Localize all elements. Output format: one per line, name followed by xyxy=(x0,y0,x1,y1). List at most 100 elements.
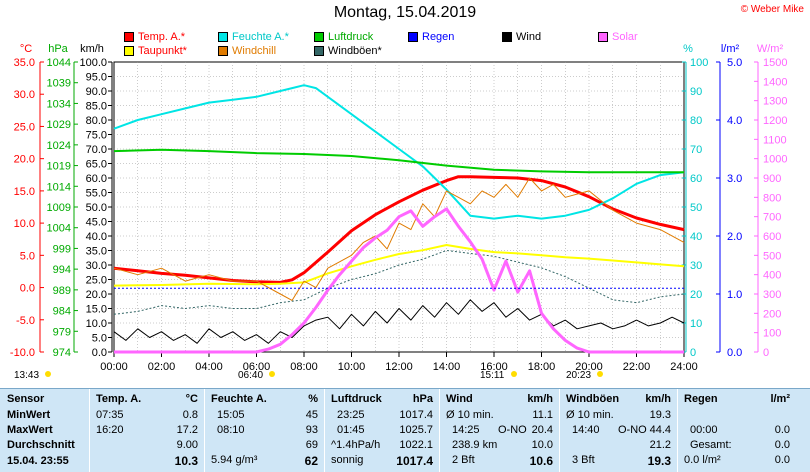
x-tick-label: 00:00 xyxy=(100,361,128,373)
y-tick-label: 0 xyxy=(763,347,769,359)
stats-header: Feuchte A. xyxy=(211,393,267,405)
stats-time: 00:00 xyxy=(690,424,718,436)
stats-pressure: Luftdruck hPa 23:25 1017.4 01:45 1025.7 ^1.… xyxy=(325,389,440,472)
y-tick-label: 984 xyxy=(53,306,71,318)
stats-value: 9.00 xyxy=(176,439,198,451)
legend-swatch xyxy=(124,32,134,42)
y-tick-label: 999 xyxy=(53,243,71,255)
y-tick-label: 15.0 xyxy=(86,304,107,316)
stats-beaufort: 3 Bft xyxy=(572,454,595,466)
stats-time: 16:20 xyxy=(96,424,124,436)
y-tick-label: 1500 xyxy=(763,57,787,69)
stats-row-label: MinWert xyxy=(7,409,51,421)
stats-unit: km/h xyxy=(527,393,553,405)
stats-sensor: Sensor MinWert MaxWert Durchschnitt 15.0… xyxy=(0,389,90,472)
x-tick-label: 14:00 xyxy=(433,361,461,373)
y-tick-label: 500 xyxy=(763,250,781,262)
y-tick-label: 5.0 xyxy=(92,333,107,345)
y-tick-label: 50 xyxy=(690,202,702,214)
legend-swatch xyxy=(124,46,134,56)
y-tick-label: 1004 xyxy=(47,223,71,235)
x-tick-label: 08:00 xyxy=(290,361,318,373)
y-tick-label: 15.0 xyxy=(14,186,35,198)
legend-swatch xyxy=(218,46,228,56)
series-solar xyxy=(114,207,684,354)
marker-time: 20:23 xyxy=(566,370,591,381)
y-tick-label: 200 xyxy=(763,308,781,320)
legend-label: Feuchte A.* xyxy=(232,31,289,43)
x-tick-label: 20:00 xyxy=(575,361,603,373)
stats-extra: 5.94 g/m³ xyxy=(211,454,258,466)
stats-value: 0.0 xyxy=(774,439,790,451)
sunrise-icon xyxy=(269,371,275,377)
stats-row-label: 15.04. 23:55 xyxy=(7,455,69,467)
series-taupunkt xyxy=(113,244,685,287)
axis-unit-solar: W/m² xyxy=(757,43,784,55)
stats-rain: Regen l/m² 00:00 0.0 Gesamt: 0.0 0.0 l/m² 0.… xyxy=(678,389,796,472)
axis-unit-rain: l/m² xyxy=(721,43,740,55)
x-tick-label: 10:00 xyxy=(338,361,366,373)
stats-header: Wind xyxy=(446,393,473,405)
stats-header: Luftdruck xyxy=(331,393,382,405)
stats-value: 19.3 xyxy=(649,409,671,421)
stats-time: 08:10 xyxy=(217,424,245,436)
legend-temp: Temp. A.* xyxy=(124,31,185,43)
y-tick-label: 60 xyxy=(690,173,702,185)
stats-time: 14:25 xyxy=(452,424,480,436)
marker-time: 06:40 xyxy=(238,370,263,381)
x-tick-label: 24:00 xyxy=(670,361,698,373)
stats-temp: Temp. A. °C 07:35 0.8 16:20 17.2 9.00 10.3 xyxy=(90,389,205,472)
y-tick-label: 25.0 xyxy=(14,121,35,133)
y-tick-label: 95.0 xyxy=(86,72,107,84)
axis-unit-hum: % xyxy=(683,43,693,55)
y-tick-label: 30.0 xyxy=(14,89,35,101)
stats-unit: % xyxy=(308,393,318,405)
series-wind xyxy=(113,299,685,344)
stats-gust: Windböen km/h Ø 10 min. 19.3 14:40 O-NO 44.4… xyxy=(560,389,678,472)
y-tick-label: -5.0 xyxy=(16,315,35,327)
y-tick-label: 80 xyxy=(690,115,702,127)
stats-time: 23:25 xyxy=(337,409,365,421)
copyright-label: © Weber Mike xyxy=(740,4,804,15)
y-tick-label: 1044 xyxy=(47,57,71,69)
stats-header: Sensor xyxy=(7,393,45,405)
stats-current: 19.3 xyxy=(647,454,671,468)
y-tick-label: 1100 xyxy=(763,134,787,146)
marker-time: 13:43 xyxy=(14,370,39,381)
stats-table: Sensor MinWert MaxWert Durchschnitt 15.0… xyxy=(0,388,810,472)
y-tick-label: 20.0 xyxy=(14,154,35,166)
stats-forecast: sonnig xyxy=(331,454,364,466)
y-tick-label: 0 xyxy=(690,347,696,359)
y-tick-label: 70.0 xyxy=(86,144,107,156)
y-tick-label: 1000 xyxy=(763,154,787,166)
stats-row-label: Durchschnitt xyxy=(7,439,75,451)
y-tick-label: 30.0 xyxy=(86,260,107,272)
y-tick-label: 25.0 xyxy=(86,275,107,287)
stats-time: 14:40 xyxy=(572,424,600,436)
stats-value: 1025.7 xyxy=(399,424,433,436)
legend-dewpoint: Taupunkt* xyxy=(124,45,187,57)
y-tick-label: 1400 xyxy=(763,76,787,88)
stats-value: 1022.1 xyxy=(399,439,433,451)
stats-value: 11.1 xyxy=(532,409,553,421)
y-tick-label: 10.0 xyxy=(14,218,35,230)
stats-current: 1017.4 xyxy=(396,454,433,468)
y-tick-label: 994 xyxy=(53,264,71,276)
y-tick-label: 90.0 xyxy=(86,86,107,98)
stats-value: 10.0 xyxy=(531,439,553,451)
legend-label: Windböen* xyxy=(328,45,382,57)
x-tick-label: 22:00 xyxy=(623,361,651,373)
y-tick-label: -10.0 xyxy=(10,347,35,359)
y-tick-label: 10.0 xyxy=(86,318,107,330)
stats-label: Ø 10 min. xyxy=(566,409,614,421)
stats-value: 21.2 xyxy=(649,439,671,451)
stats-time: 07:35 xyxy=(96,409,124,421)
stats-value: 0.0 xyxy=(774,454,790,466)
stats-value: 17.2 xyxy=(176,424,198,436)
x-tick-label: 12:00 xyxy=(385,361,413,373)
stats-header: Temp. A. xyxy=(96,393,142,405)
stats-current: 62 xyxy=(304,454,318,468)
moon-icon xyxy=(45,371,51,377)
stats-trend: ^1.4hPa/h xyxy=(331,439,381,451)
